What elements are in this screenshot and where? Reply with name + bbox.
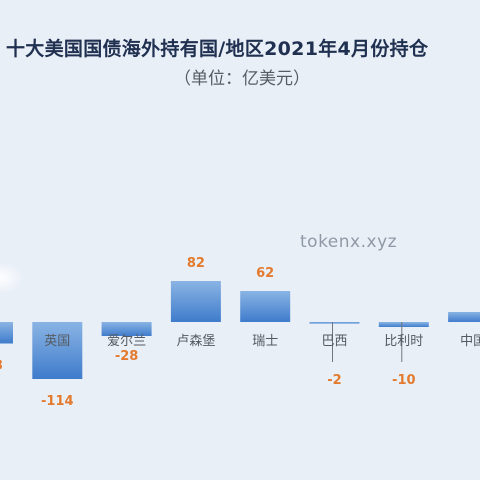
- category-label-2: 爱尔兰: [107, 334, 146, 349]
- category-label-1: 英国: [44, 334, 70, 349]
- category-label-6: 比利时: [384, 334, 423, 349]
- category-label-3: 卢森堡: [176, 333, 215, 349]
- chart-subtitle: （单位：亿美元）: [174, 69, 310, 89]
- value-label-4: 62: [256, 266, 274, 281]
- bar-5: [309, 322, 360, 324]
- value-label-2: -28: [115, 349, 139, 364]
- category-label-5: 巴西: [321, 334, 347, 349]
- value-label-5: -2: [327, 373, 341, 388]
- value-label-6: -10: [392, 373, 416, 388]
- bar-1: [32, 322, 83, 379]
- category-label-4: 瑞士: [252, 334, 278, 349]
- bar-0: [0, 322, 13, 344]
- value-label-3: 82: [187, 256, 205, 271]
- watermark: tokenx.xyz: [300, 232, 398, 252]
- chart-title: 十大美国国债海外持有国/地区2021年4月份持仓: [6, 38, 429, 60]
- value-label-1: -114: [41, 394, 74, 409]
- value-label-0: 43: [0, 359, 3, 374]
- light-glare: [0, 262, 24, 294]
- bar-4: [240, 291, 291, 322]
- bar-2: [101, 322, 152, 336]
- bar-3: [170, 281, 221, 322]
- bar-7: [448, 312, 480, 322]
- bar-6: [378, 322, 429, 327]
- category-label-7: 中国: [460, 334, 480, 349]
